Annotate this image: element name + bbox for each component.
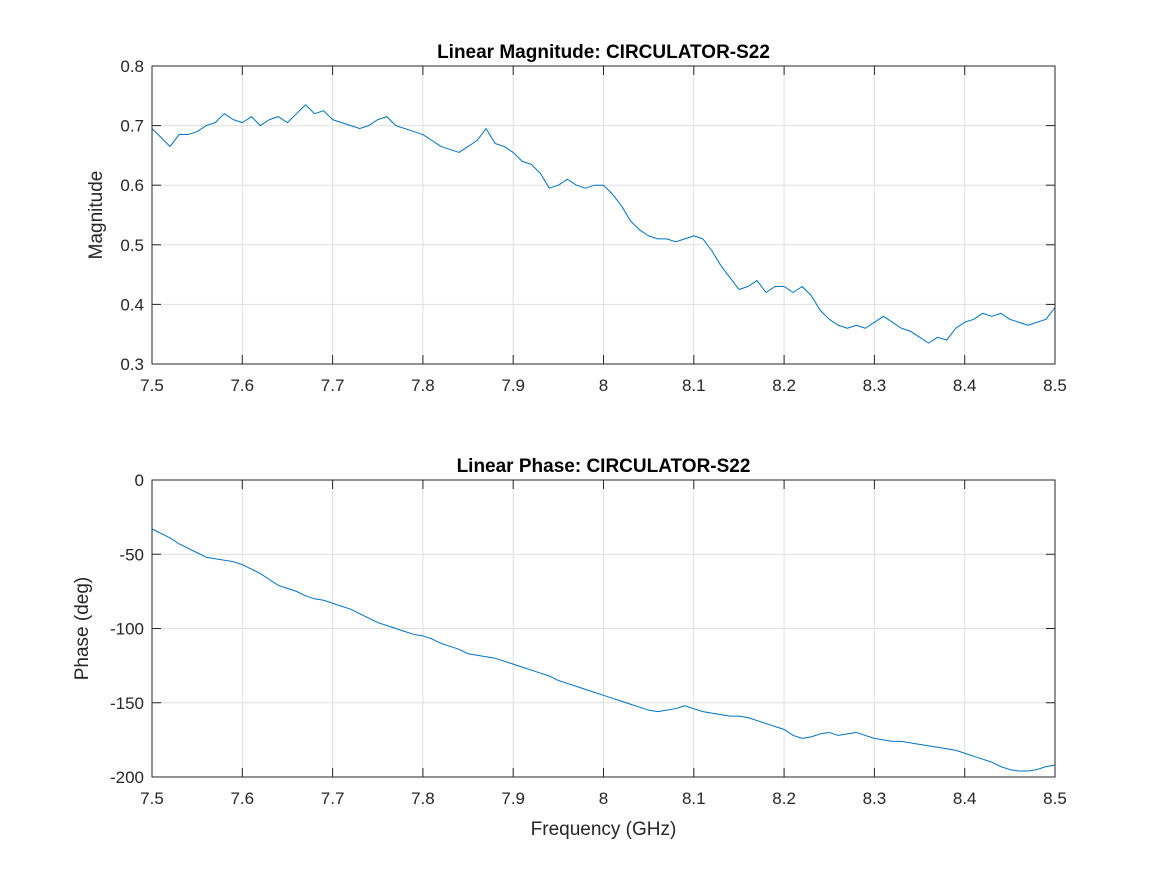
magnitude-ticks: 7.5 7.6 7.7 7.8 7.9 8 8.1 8.2 8.3 8.4 8.5 0.3 0.4 0.5… xyxy=(120,57,1066,395)
x-tick-label: 8 xyxy=(599,376,608,395)
x-tick-label: 7.8 xyxy=(411,376,435,395)
phase-ylabel: Phase (deg) xyxy=(72,577,93,681)
magnitude-ylabel: Magnitude xyxy=(86,171,107,260)
phase-series xyxy=(151,528,1056,772)
x-tick-label: 8.4 xyxy=(953,376,977,395)
x-tick-label: 7.7 xyxy=(321,376,345,395)
x-tick-label: 7.8 xyxy=(411,789,435,808)
x-tick-label: 8.3 xyxy=(863,376,887,395)
y-tick-label: 0.6 xyxy=(120,176,144,195)
y-tick-label: 0.8 xyxy=(120,57,144,76)
y-tick-label: 0.4 xyxy=(120,295,144,314)
magnitude-plot: 7.5 7.6 7.7 7.8 7.9 8 8.1 8.2 8.3 8.4 8.5 0.3 0.4 0.5… xyxy=(86,42,1067,395)
phase-xlabel: Frequency (GHz) xyxy=(531,819,677,840)
phase-ticks: 7.5 7.6 7.7 7.8 7.9 8 8.1 8.2 8.3 8.4 8.5 -200 -150 -… xyxy=(110,471,1067,808)
y-tick-label: 0.7 xyxy=(120,117,144,136)
y-tick-label: 0.3 xyxy=(120,355,144,374)
x-tick-label: 7.7 xyxy=(321,789,345,808)
x-tick-label: 7.9 xyxy=(501,376,525,395)
magnitude-series xyxy=(151,104,1056,344)
magnitude-title: Linear Magnitude: CIRCULATOR-S22 xyxy=(437,42,770,63)
series-line xyxy=(151,528,1056,772)
x-tick-label: 8.1 xyxy=(682,789,706,808)
x-tick-label: 8.3 xyxy=(863,789,887,808)
y-tick-label: -100 xyxy=(110,620,144,639)
x-tick-label: 8.2 xyxy=(772,376,796,395)
x-tick-label: 7.5 xyxy=(140,376,164,395)
x-tick-label: 8.1 xyxy=(682,376,706,395)
x-tick-label: 8.5 xyxy=(1043,789,1067,808)
x-tick-label: 7.5 xyxy=(140,789,164,808)
y-tick-label: -200 xyxy=(110,768,144,787)
x-tick-label: 8.2 xyxy=(772,789,796,808)
x-tick-label: 7.6 xyxy=(230,376,254,395)
y-tick-label: -50 xyxy=(119,545,144,564)
x-tick-label: 8.5 xyxy=(1043,376,1067,395)
x-tick-label: 7.9 xyxy=(501,789,525,808)
x-tick-label: 8 xyxy=(599,789,608,808)
y-tick-label: 0 xyxy=(135,471,144,490)
phase-plot: 7.5 7.6 7.7 7.8 7.9 8 8.1 8.2 8.3 8.4 8.5 -200 -150 -… xyxy=(72,456,1067,840)
y-tick-label: -150 xyxy=(110,694,144,713)
phase-title: Linear Phase: CIRCULATOR-S22 xyxy=(457,456,751,477)
x-tick-label: 7.6 xyxy=(230,789,254,808)
y-tick-label: 0.5 xyxy=(120,236,144,255)
x-tick-label: 8.4 xyxy=(953,789,977,808)
series-line xyxy=(151,104,1056,344)
